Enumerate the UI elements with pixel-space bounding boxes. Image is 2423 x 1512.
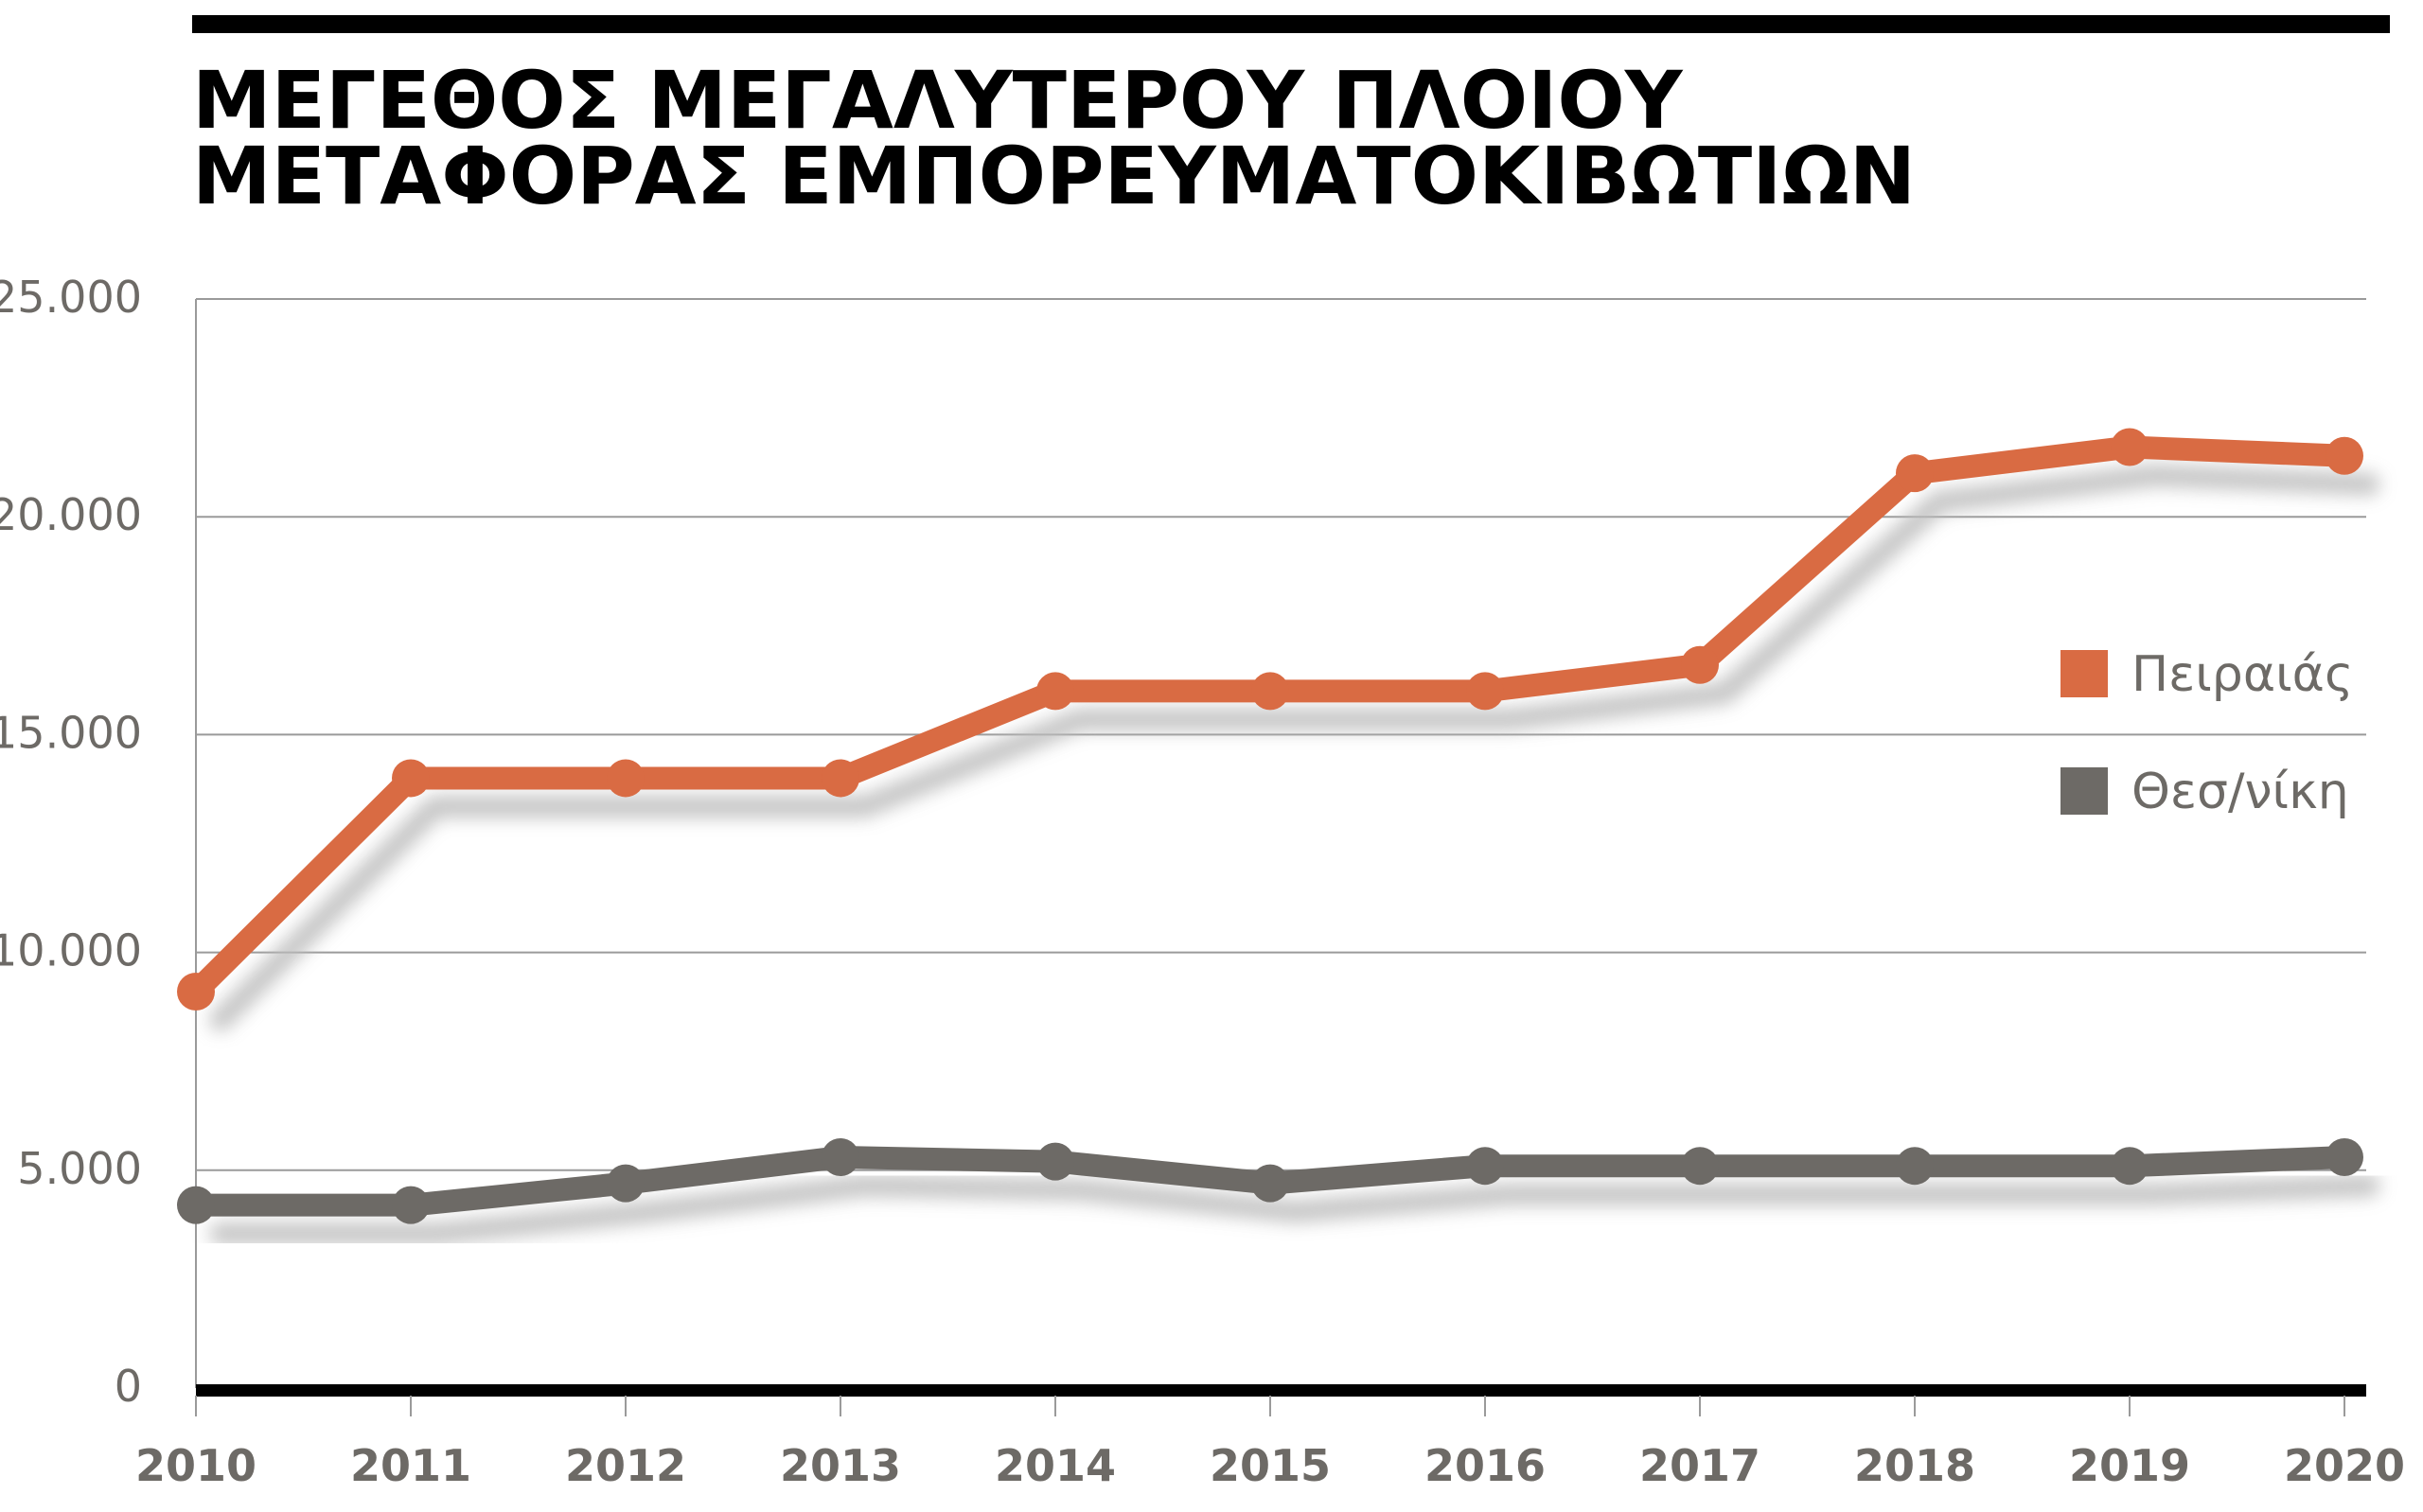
y-tick-label: 20.000 <box>0 489 142 540</box>
data-point <box>177 1186 215 1224</box>
data-point <box>177 973 215 1011</box>
x-axis-ticks: 2010 2011 2012 2013 2014 2015 2016 2017 2018 2019… <box>135 1440 2405 1491</box>
legend-swatch <box>2060 650 2108 697</box>
data-point <box>1681 1147 1719 1186</box>
series-lines <box>177 428 2363 1224</box>
data-point <box>2111 1147 2149 1186</box>
series-shadow <box>209 1173 2380 1245</box>
data-point <box>1896 454 1934 493</box>
data-point <box>607 759 645 798</box>
legend-swatch <box>2060 767 2108 815</box>
x-tick-label: 2013 <box>780 1440 901 1491</box>
y-tick-label: 10.000 <box>0 925 142 976</box>
data-point <box>1681 645 1719 684</box>
data-point <box>2326 1137 2363 1176</box>
series-1 <box>177 428 2363 1011</box>
series-shadows <box>209 464 2380 1245</box>
x-tick-label: 2015 <box>1210 1440 1331 1491</box>
x-tick-label: 2018 <box>1854 1440 1975 1491</box>
x-tick-label: 2020 <box>2284 1440 2405 1491</box>
chart-title-line-1: ΜΕΓΕΘΟΣ ΜΕΓΑΛΥΤΕΡΟΥ ΠΛΟΙΟΥ <box>192 54 1684 147</box>
data-point <box>1036 672 1074 711</box>
title-top-bar <box>192 15 2390 33</box>
series-shadow <box>209 464 2380 1032</box>
data-point <box>1036 1142 1074 1181</box>
y-axis-ticks: 0 5.000 10.000 15.000 20.000 25.000 <box>0 272 142 1412</box>
y-tick-label: 15.000 <box>0 707 142 758</box>
x-tick-label: 2017 <box>1639 1440 1760 1491</box>
data-point <box>1896 1147 1934 1186</box>
data-point <box>607 1164 645 1203</box>
data-point <box>822 759 859 798</box>
chart-title-line-2: ΜΕΤΑΦΟΡΑΣ ΕΜΠΟΡΕΥΜΑΤΟΚΙΒΩΤΙΩΝ <box>192 130 1916 222</box>
gridlines <box>196 298 2366 1171</box>
x-tick-label: 2012 <box>565 1440 686 1491</box>
data-point <box>822 1137 859 1176</box>
x-tick-label: 2010 <box>135 1440 256 1491</box>
data-point <box>2326 436 2363 475</box>
data-point <box>1251 672 1289 711</box>
x-axis-tick-marks <box>195 1396 2345 1416</box>
legend-label: Θεσ/νίκη <box>2131 764 2349 820</box>
y-tick-label: 5.000 <box>17 1143 142 1194</box>
legend-label: Πειραιάς <box>2131 646 2353 703</box>
data-point <box>392 759 430 798</box>
x-tick-label: 2014 <box>995 1440 1116 1491</box>
data-point <box>392 1186 430 1224</box>
x-tick-label: 2016 <box>1424 1440 1546 1491</box>
data-point <box>1251 1164 1289 1203</box>
data-point <box>1466 672 1504 711</box>
data-point <box>2111 428 2149 466</box>
y-tick-label: 0 <box>115 1361 142 1412</box>
x-tick-label: 2019 <box>2069 1440 2190 1491</box>
legend-item: Πειραιάς <box>2060 646 2353 703</box>
series-2 <box>177 1137 2363 1224</box>
x-tick-label: 2011 <box>350 1440 471 1491</box>
y-tick-label: 25.000 <box>0 272 142 323</box>
data-point <box>1466 1147 1504 1186</box>
legend-item: Θεσ/νίκη <box>2060 764 2349 820</box>
x-axis-line <box>196 1384 2366 1397</box>
legend: Πειραιάς Θεσ/νίκη <box>2060 646 2353 820</box>
